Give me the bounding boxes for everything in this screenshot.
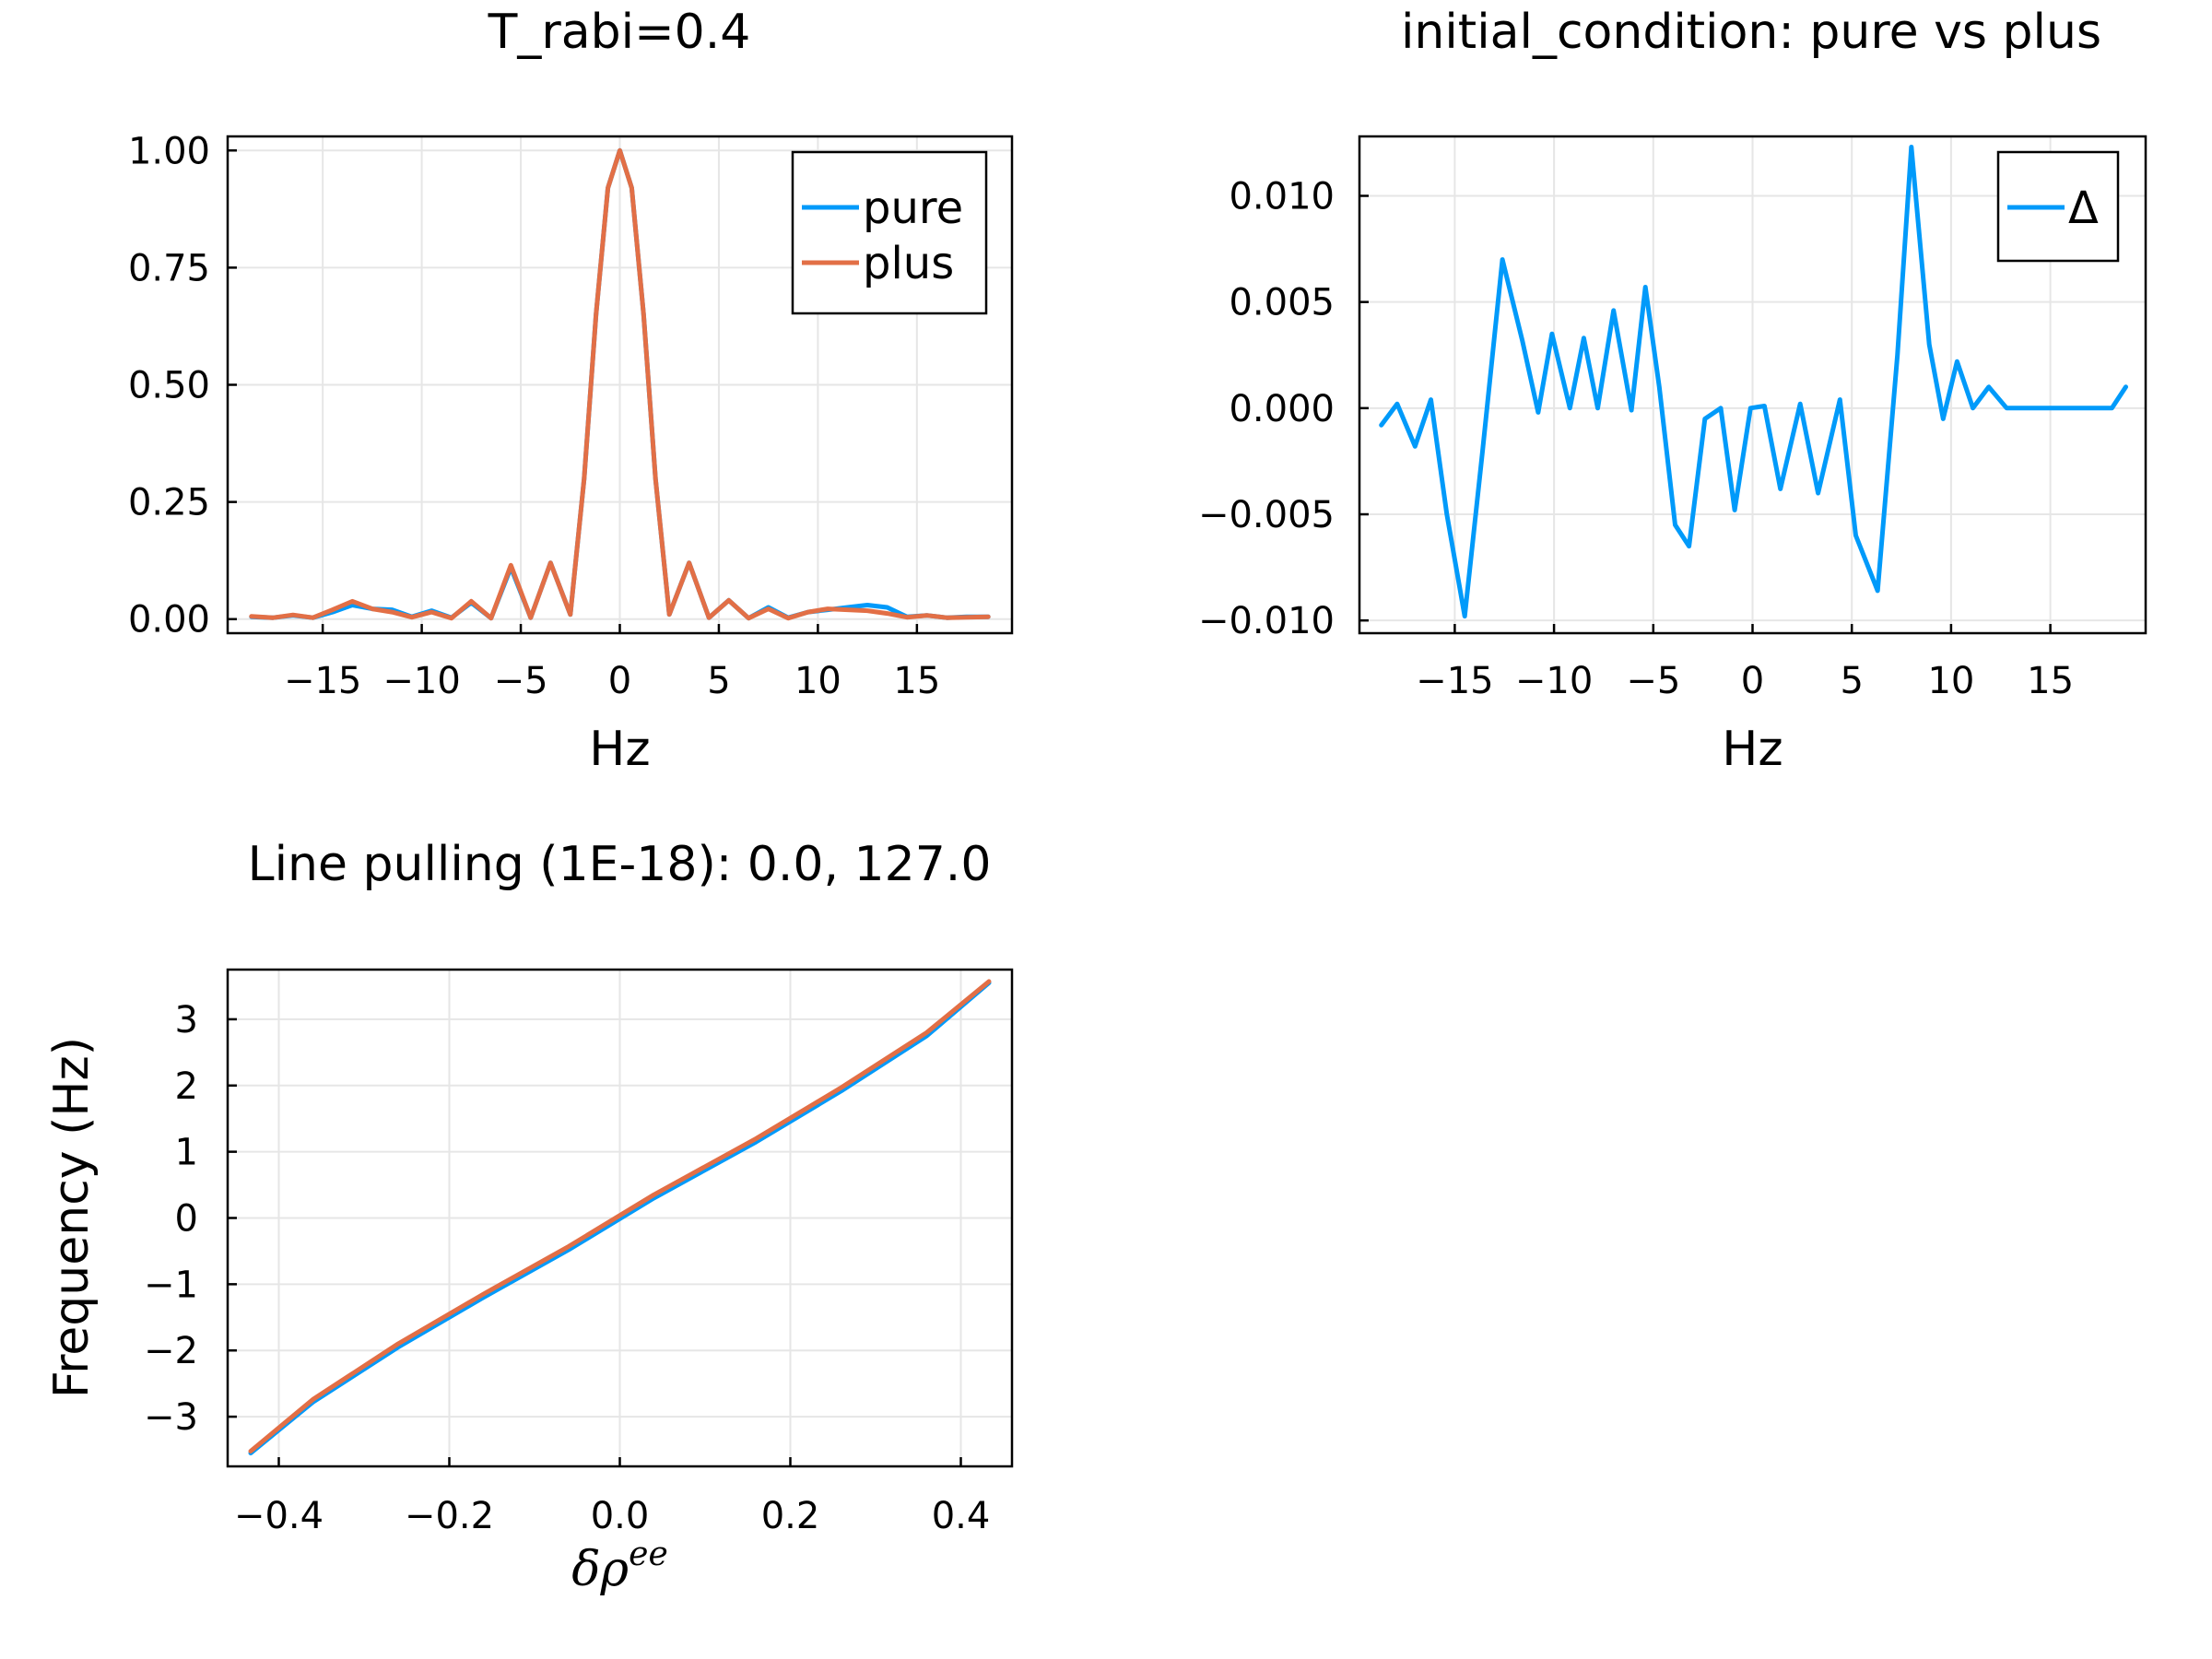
legend-label-0: Δ [2068,182,2099,234]
series-line-0 [1379,145,2128,619]
x-tick-label: 15 [2027,660,2074,702]
x-tick-label: 10 [794,660,841,702]
x-axis-label: Hz [1722,722,1783,777]
y-tick-label: 1 [175,1132,198,1174]
x-tick-label: 0.4 [932,1495,991,1537]
y-tick-label: 0.010 [1229,175,1335,218]
y-tick-label: −2 [144,1330,198,1372]
y-tick-label: 0 [175,1198,198,1241]
x-tick-label: −5 [494,660,548,702]
x-axis-label-sup: ee [629,1535,668,1573]
chart-title: Line pulling (1E-18): 0.0, 127.0 [248,837,992,892]
x-tick-label: −10 [382,660,460,702]
y-tick-label: −1 [144,1264,198,1306]
y-axis-label: Frequency (Hz) [44,1037,100,1398]
y-tick-label: 0.75 [128,247,210,289]
x-tick-label: 0 [608,660,631,702]
x-tick-label: 5 [1840,660,1863,702]
y-tick-label: 0.00 [128,599,210,641]
y-tick-label: 2 [175,1065,198,1108]
series-line-1 [248,979,992,1453]
y-tick-label: 0.005 [1229,282,1335,324]
x-tick-label: −10 [1515,660,1593,702]
y-tick-label: −0.010 [1198,600,1335,642]
y-tick-label: −0.005 [1198,494,1335,536]
legend-label-1: plus [863,238,954,289]
x-axis-label-base: δρ [571,1542,629,1597]
x-tick-label: 10 [1927,660,1974,702]
legend-label-0: pure [863,182,963,234]
x-tick-label: 0.0 [591,1495,650,1537]
x-tick-label: 15 [893,660,940,702]
legend-box [791,150,988,315]
x-tick-label: −15 [1416,660,1493,702]
y-tick-label: −3 [144,1396,198,1439]
x-tick-label: −0.4 [234,1495,324,1537]
x-axis-label: Hz [589,722,650,777]
legend: Δ [1996,150,2120,263]
chart-title: T_rabi=0.4 [488,5,751,60]
chart-title: initial_condition: pure vs plus [1401,5,2101,60]
y-tick-label: 0.50 [128,365,210,407]
chart-spectrum: −15 −10 −5 0 5 10 15 0.00 0.25 0.50 0.75 1.00 T_rabi… [128,5,1014,777]
series-line-0 [248,980,992,1456]
y-tick-label: 0.25 [128,482,210,524]
x-tick-label: −0.2 [405,1495,494,1537]
x-axis-label: δρee [571,1535,668,1597]
x-tick-label: 5 [707,660,730,702]
y-tick-label: 0.000 [1229,388,1335,430]
series-line-1 [249,147,991,621]
x-tick-label: 0.2 [761,1495,820,1537]
y-tick-label: 3 [175,999,198,1041]
x-tick-label: 0 [1741,660,1764,702]
x-tick-label: −5 [1626,660,1680,702]
chart-line-pulling: −0.4 −0.2 0.0 0.2 0.4 −3 −2 −1 0 1 2 3 Line pulling … [44,837,1014,1597]
chart-difference: −15 −10 −5 0 5 10 15 −0.010 −0.005 0.000 0.005 0.01… [1198,5,2147,777]
y-tick-label: 1.00 [128,130,210,172]
x-tick-label: −15 [284,660,361,702]
